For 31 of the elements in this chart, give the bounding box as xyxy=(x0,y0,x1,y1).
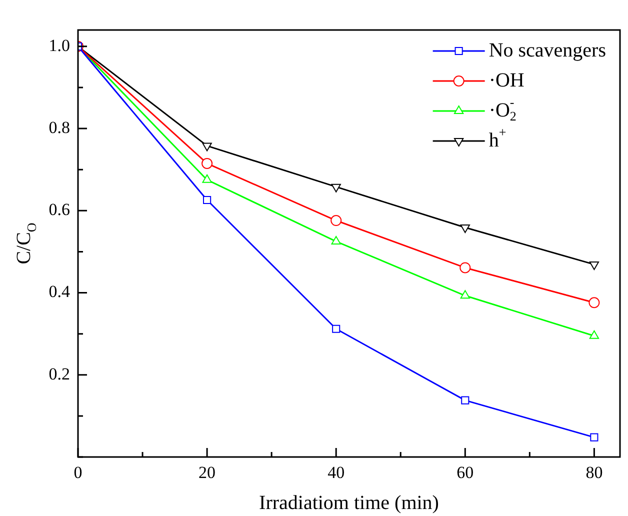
x-tick-label: 80 xyxy=(586,462,603,482)
point xyxy=(460,262,471,274)
point xyxy=(588,297,600,308)
x-tick-label: 20 xyxy=(198,462,216,482)
point xyxy=(330,215,342,226)
legend-label: No scavengers xyxy=(488,39,606,62)
point xyxy=(202,174,212,183)
y-tick-label: 1.0 xyxy=(48,36,70,55)
x-tick-label: 40 xyxy=(328,462,345,482)
x-axis-title: Irradiatiom time (min) xyxy=(259,492,439,514)
point xyxy=(331,236,341,244)
y-tick-label: 0.6 xyxy=(48,200,70,220)
y-tick-label: 0.8 xyxy=(48,118,70,138)
point xyxy=(331,184,341,192)
point xyxy=(589,261,600,270)
x-tick-label: 0 xyxy=(74,462,82,482)
legend-label: ·OH xyxy=(488,69,524,92)
point xyxy=(460,224,470,233)
x-tick-label: 60 xyxy=(456,462,474,482)
y-tick-label: 0.4 xyxy=(48,282,70,302)
point xyxy=(590,433,598,442)
point xyxy=(203,196,212,204)
point xyxy=(460,290,470,299)
legend-label: h+ xyxy=(488,124,506,152)
point xyxy=(202,158,213,169)
point xyxy=(589,330,600,339)
point xyxy=(332,324,340,333)
y-axis-title: C/CO xyxy=(13,222,39,264)
point xyxy=(461,396,470,404)
point xyxy=(202,142,212,152)
y-tick-label: 0.2 xyxy=(48,364,70,384)
